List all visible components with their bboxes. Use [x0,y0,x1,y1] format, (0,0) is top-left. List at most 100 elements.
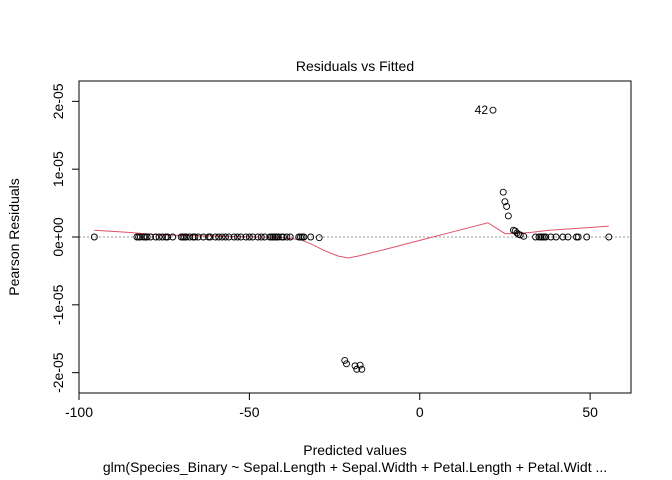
data-point [191,233,199,241]
data-point [520,232,528,240]
data-point [274,233,282,241]
data-point [141,233,149,241]
data-point [538,233,546,241]
y-axis: -2e-05 -1e-05 0e+00 1e-05 2e-05 [50,83,80,393]
data-point [245,233,253,241]
data-point [140,233,148,241]
data-point [237,233,245,241]
model-formula-subtitle: glm(Species_Binary ~ Sepal.Length + Sepa… [103,459,607,475]
data-point [159,233,166,241]
y-tick-label: 2e-05 [50,83,66,119]
data-point [532,233,540,241]
data-point [225,233,233,241]
data-point [215,233,223,241]
data-point [573,233,580,241]
data-point [564,233,572,241]
x-tick-label: 0 [416,404,424,420]
data-point [295,233,303,241]
data-point [169,233,177,241]
data-point [513,229,521,237]
data-point [147,233,155,241]
data-point [574,233,582,241]
y-tick-label: 1e-05 [50,151,66,187]
data-point [162,233,170,241]
x-tick-label: -100 [65,404,93,420]
data-point [269,233,277,241]
data-point [307,233,315,241]
data-point [211,233,219,241]
data-point [341,356,349,364]
data-point [233,233,241,241]
data-point [279,233,287,241]
y-tick-label: -1e-05 [50,284,66,325]
data-point [266,233,274,241]
data-point [300,233,308,241]
data-point [516,231,524,239]
data-point [298,233,306,241]
data-point [136,233,144,241]
data-point [182,233,190,241]
annotation-group: 42 [475,103,489,117]
data-point [133,233,141,241]
data-point [155,233,163,241]
data-point [503,203,511,210]
data-point [242,233,250,241]
data-point [489,106,497,114]
data-point [199,233,207,241]
data-point [542,233,550,241]
data-point [535,233,543,241]
data-point [286,233,294,241]
data-point [177,233,185,241]
data-point [254,233,262,241]
smooth-line [94,222,609,259]
data-point [499,188,507,196]
data-point [152,233,160,241]
data-point [205,233,212,241]
points-group [90,106,613,373]
data-point [268,233,275,241]
data-point [261,233,269,241]
data-point [218,233,226,241]
data-point [135,233,143,241]
data-point [143,233,151,241]
x-tick-label: -50 [239,404,259,420]
point-label: 42 [475,103,489,117]
data-point [278,233,286,241]
data-point [164,233,172,241]
data-point [358,365,366,373]
data-point [230,233,238,241]
x-axis: -100 -50 0 50 [65,392,598,420]
data-point [194,233,202,241]
data-point [351,362,359,370]
data-point [189,233,197,241]
data-point [552,233,560,241]
data-point [273,233,281,241]
data-point [222,233,229,241]
data-point [605,233,613,241]
data-point [181,233,189,241]
data-point [297,233,304,241]
data-point [540,233,548,241]
data-point [271,233,279,241]
data-point [186,233,194,241]
data-point [504,212,512,220]
data-point [537,233,545,241]
data-point [257,233,265,241]
data-point [356,361,364,369]
data-point [283,233,291,241]
y-tick-label: -2e-05 [50,352,66,393]
data-point [501,198,509,206]
data-point [249,233,257,241]
data-point [179,233,187,241]
data-point [343,360,350,368]
data-point [547,233,555,241]
y-tick-label: 0e+00 [50,217,66,257]
data-point [206,233,214,241]
plot-title: Residuals vs Fitted [296,58,414,74]
data-point [90,233,98,241]
smooth-line-group [94,222,609,259]
x-axis-label: Predicted values [303,442,407,458]
x-tick-label: 50 [582,404,598,420]
y-axis-label: Pearson Residuals [6,178,22,296]
